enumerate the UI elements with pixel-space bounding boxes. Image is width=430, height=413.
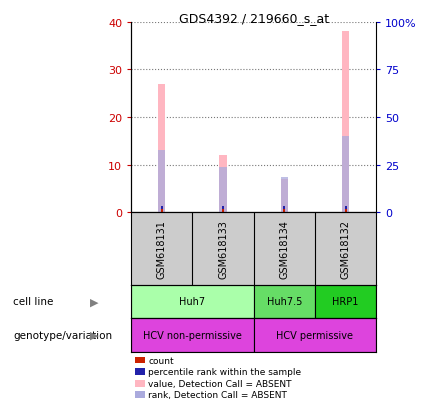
Bar (283, 207, 286, 210)
Text: ▶: ▶ (90, 330, 99, 340)
Bar (131, 318, 254, 352)
Text: ▶: ▶ (90, 297, 99, 306)
Text: value, Detection Call = ABSENT: value, Detection Call = ABSENT (148, 379, 292, 388)
Text: genotype/variation: genotype/variation (13, 330, 112, 340)
Text: HRP1: HRP1 (332, 297, 359, 306)
Bar (315, 285, 376, 318)
Text: GSM618132: GSM618132 (341, 219, 350, 278)
Bar (344, 207, 347, 210)
Text: HCV non-permissive: HCV non-permissive (143, 330, 242, 340)
Text: GSM618131: GSM618131 (157, 219, 167, 278)
Bar (281, 177, 288, 213)
Text: GSM618133: GSM618133 (218, 219, 228, 278)
Bar (161, 210, 163, 213)
Text: count: count (148, 356, 174, 365)
Text: cell line: cell line (13, 297, 53, 306)
Bar (342, 137, 349, 213)
Bar (131, 285, 254, 318)
Bar (161, 207, 163, 210)
Bar (222, 210, 224, 213)
Text: percentile rank within the sample: percentile rank within the sample (148, 367, 301, 376)
Bar (281, 179, 288, 213)
Bar (158, 151, 166, 213)
Bar (344, 210, 347, 213)
Text: GSM618134: GSM618134 (280, 219, 289, 278)
Bar (254, 285, 315, 318)
Bar (342, 32, 349, 213)
Bar (219, 156, 227, 213)
Text: HCV permissive: HCV permissive (276, 330, 353, 340)
Text: rank, Detection Call = ABSENT: rank, Detection Call = ABSENT (148, 390, 287, 399)
Text: GDS4392 / 219660_s_at: GDS4392 / 219660_s_at (178, 12, 329, 25)
Bar (283, 210, 286, 213)
Bar (158, 85, 166, 213)
Bar (222, 207, 224, 210)
Text: Huh7.5: Huh7.5 (267, 297, 302, 306)
Bar (219, 168, 227, 213)
Bar (254, 318, 376, 352)
Text: Huh7: Huh7 (179, 297, 206, 306)
